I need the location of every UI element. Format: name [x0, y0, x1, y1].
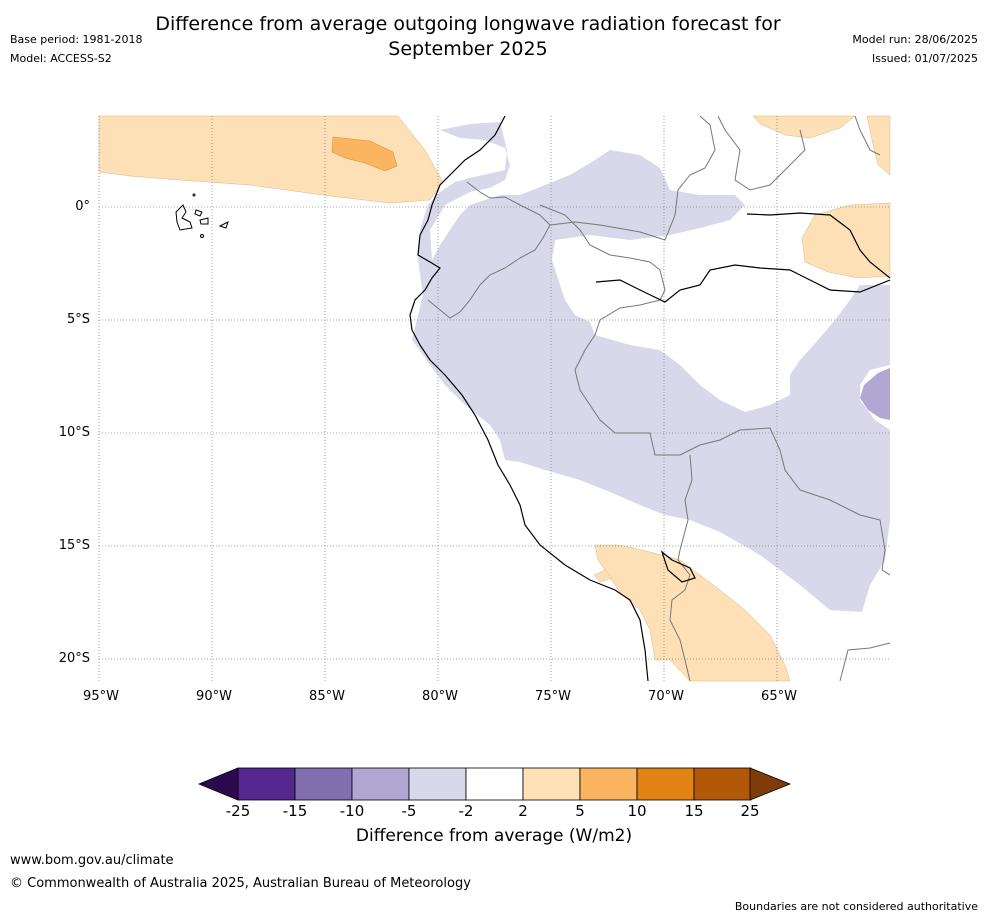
negative-anomaly-main	[412, 122, 890, 612]
colorbar-extend-low	[197, 767, 239, 801]
colorbar-tick: 25	[740, 802, 760, 820]
page-title-line1: Difference from average outgoing longwav…	[155, 13, 781, 35]
issued-date: Issued: 01/07/2025	[871, 52, 978, 65]
neutral-area-interior	[552, 245, 850, 372]
model-run: Model run: 28/06/2025	[852, 33, 978, 46]
island-isabela	[175, 204, 193, 231]
colorbar-tick: -25	[225, 802, 251, 820]
colorbar-tick: -5	[401, 802, 417, 820]
coastline-amazon-river	[595, 264, 891, 303]
negative-anomaly-stronger-east	[860, 368, 890, 420]
lon-label-80w: 80°W	[422, 689, 458, 704]
colorbar-swatch	[465, 767, 524, 801]
model-name: Model: ACCESS-S2	[10, 52, 112, 65]
base-period: Base period: 1981-2018	[10, 33, 143, 46]
lake-titicaca	[660, 550, 696, 583]
galapagos-islands	[175, 193, 229, 238]
border-northeast	[854, 115, 881, 156]
lon-label-65w: 65°W	[761, 689, 797, 704]
colorbar-swatch	[237, 767, 296, 801]
coastline-pacific	[409, 115, 649, 682]
lat-label-10s: 10°S	[58, 425, 90, 440]
positive-anomaly-core	[331, 136, 398, 172]
border-peru-brazil-bolivia	[574, 299, 891, 576]
page-title-line2: September 2025	[388, 38, 548, 60]
border-guyana	[717, 115, 806, 191]
lon-label-95w: 95°W	[83, 689, 119, 704]
lat-label-5s: 5°S	[66, 312, 90, 327]
colorbar-swatches	[237, 767, 752, 801]
positive-anomaly-northwest	[98, 115, 444, 204]
colorbar-tick: -2	[458, 802, 474, 820]
positive-anomaly-northeast-corner	[866, 115, 891, 176]
island-san-cristobal	[218, 221, 229, 229]
colorbar-swatch	[693, 767, 752, 801]
colorbar-tick: -15	[282, 802, 308, 820]
colorbar-tick: 15	[684, 802, 704, 820]
page-title: Difference from average outgoing longwav…	[0, 12, 988, 62]
colorbar-swatch	[408, 767, 467, 801]
island-santiago	[194, 209, 203, 217]
border-peru-bolivia-chile	[669, 454, 693, 682]
border-venezuela	[549, 115, 716, 241]
colorbar-tick: 2	[518, 802, 528, 820]
colorbar-extend-high	[749, 767, 792, 801]
boundaries-disclaimer: Boundaries are not considered authoritat…	[734, 900, 978, 913]
border-paraguay	[839, 642, 891, 682]
colorbar	[197, 767, 792, 801]
lat-label-0: 0°	[75, 199, 90, 214]
coastline-amazon-north	[746, 212, 891, 279]
colorbar-title: Difference from average (W/m2)	[355, 826, 633, 846]
graticule	[98, 116, 890, 681]
coastlines	[409, 115, 891, 682]
colorbar-tick: 5	[575, 802, 585, 820]
lon-label-75w: 75°W	[535, 689, 571, 704]
colorbar-swatch	[351, 767, 410, 801]
lon-label-85w: 85°W	[309, 689, 345, 704]
positive-anomaly-south-islet	[593, 569, 613, 583]
anomaly-shading	[98, 115, 891, 682]
colorbar-swatch	[522, 767, 581, 801]
colorbar-tick: 10	[627, 802, 647, 820]
colorbar-swatch	[294, 767, 353, 801]
colorbar-swatch	[579, 767, 638, 801]
island-north	[192, 193, 196, 197]
website-link[interactable]: www.bom.gov.au/climate	[10, 853, 174, 868]
country-borders	[427, 115, 891, 682]
lon-label-70w: 70°W	[648, 689, 684, 704]
colorbar-swatch	[636, 767, 695, 801]
copyright-text: © Commonwealth of Australia 2025, Austra…	[10, 876, 471, 891]
colorbar-tick: -10	[339, 802, 365, 820]
border-colombia-ecuador-peru	[427, 181, 551, 319]
lon-label-90w: 90°W	[196, 689, 232, 704]
lat-label-15s: 15°S	[58, 538, 90, 553]
lat-label-20s: 20°S	[58, 651, 90, 666]
island-santa-cruz	[199, 217, 209, 225]
island-floreana	[200, 234, 204, 238]
